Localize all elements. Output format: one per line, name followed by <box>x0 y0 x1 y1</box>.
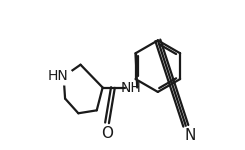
Text: N: N <box>184 128 196 143</box>
Text: O: O <box>101 126 113 141</box>
Text: HN: HN <box>48 69 69 83</box>
Text: NH: NH <box>121 81 142 94</box>
